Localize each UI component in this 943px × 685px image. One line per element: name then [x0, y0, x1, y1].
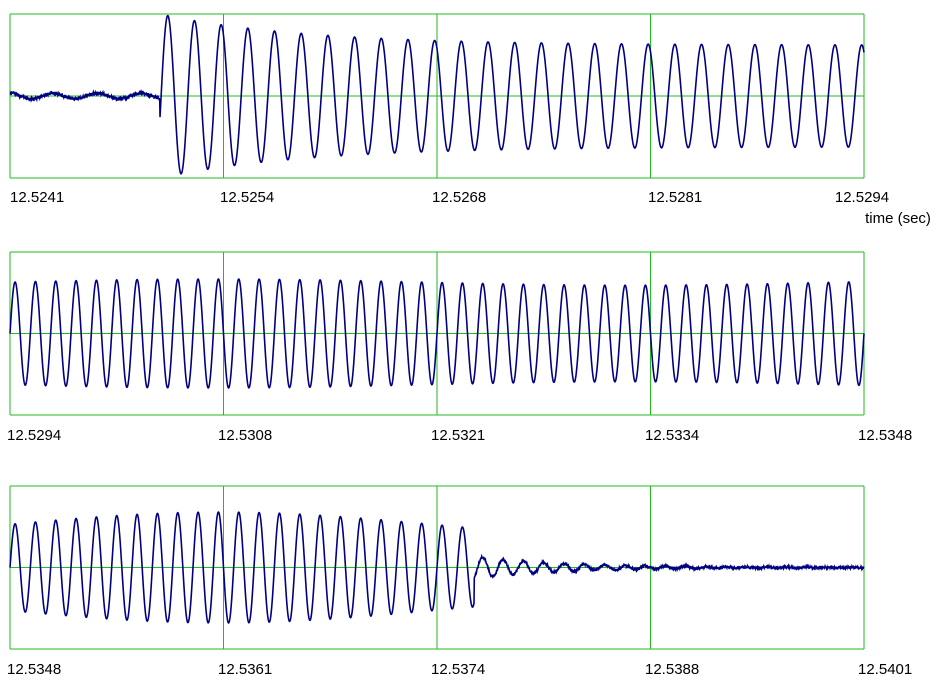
waveform-panel-1: 12.5241 12.5254 12.5268 12.5281 12.5294 …	[9, 13, 931, 227]
tick-label: 12.5348	[858, 427, 912, 444]
tick-label: 12.5321	[431, 427, 485, 444]
waveform-panel-2: 12.5294 12.5308 12.5321 12.5334 12.5348	[7, 251, 912, 444]
signal-trace	[9, 14, 865, 175]
tick-label: 12.5361	[218, 661, 272, 678]
tick-label: 12.5388	[645, 661, 699, 678]
tick-label: 12.5254	[220, 189, 274, 206]
tick-label: 12.5241	[10, 189, 64, 206]
tick-label: 12.5308	[218, 427, 272, 444]
tick-label: 12.5334	[645, 427, 699, 444]
tick-label: 12.5294	[7, 427, 61, 444]
tick-label: 12.5401	[858, 661, 912, 678]
tick-label: 12.5348	[7, 661, 61, 678]
signal-trace	[9, 511, 865, 624]
signal-trace	[9, 278, 865, 389]
tick-label: 12.5294	[835, 189, 889, 206]
tick-label: 12.5374	[431, 661, 485, 678]
waveform-panel-3: 12.5348 12.5361 12.5374 12.5388 12.5401	[7, 485, 912, 678]
tick-label: 12.5281	[648, 189, 702, 206]
tick-label: 12.5268	[432, 189, 486, 206]
x-axis-label: time (sec)	[865, 210, 931, 227]
